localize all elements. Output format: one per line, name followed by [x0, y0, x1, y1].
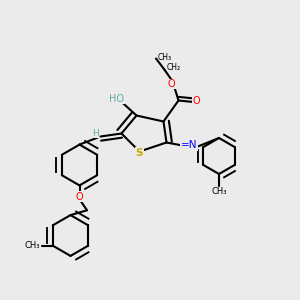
Text: =N: =N	[181, 140, 197, 151]
Text: HO: HO	[110, 94, 124, 104]
Text: CH₃: CH₃	[211, 188, 227, 196]
Text: O: O	[192, 96, 200, 106]
Text: O: O	[76, 192, 83, 202]
Text: S: S	[136, 148, 143, 158]
Text: O: O	[168, 79, 176, 89]
Text: H: H	[92, 129, 98, 138]
Text: CH₂: CH₂	[167, 63, 181, 72]
Text: CH₃: CH₃	[158, 53, 172, 62]
Text: CH₃: CH₃	[24, 241, 40, 250]
